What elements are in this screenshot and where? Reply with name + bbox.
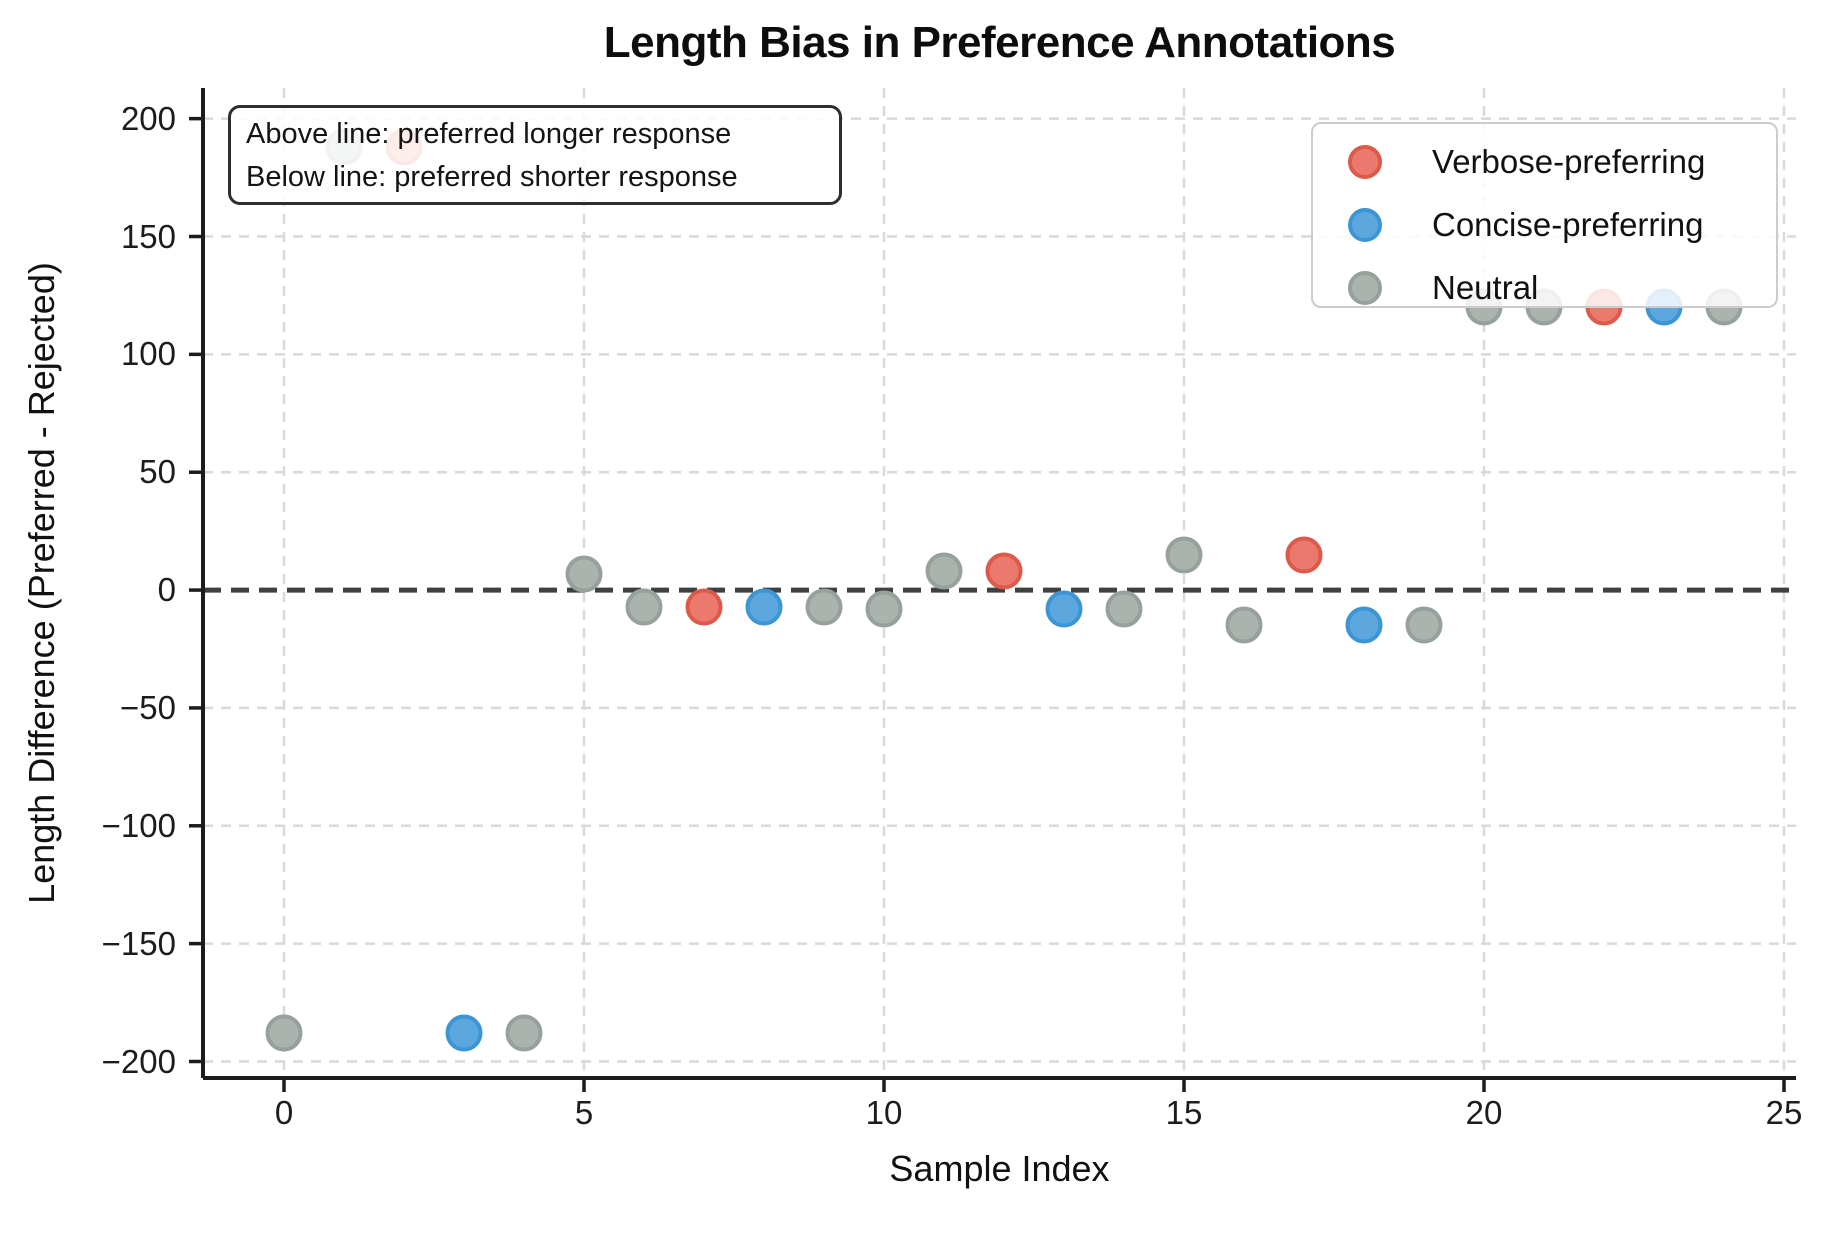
data-point-neutral [925,552,963,590]
legend-label-concise: Concise-preferring [1432,206,1704,243]
data-point-concise [745,588,783,626]
x-tick-label: 5 [574,1094,594,1131]
y-tick-label: 150 [120,217,176,255]
y-tick-label: −150 [101,924,176,962]
neutral-marker-icon [1348,271,1382,305]
y-tick-label: 200 [120,99,176,137]
x-tick-label: 25 [1765,1094,1803,1131]
concise-marker-icon [1348,208,1382,242]
legend-label-verbose: Verbose-preferring [1432,143,1706,180]
annotation-line-above: Above line: preferred longer response [246,118,732,150]
data-point-neutral [1225,606,1263,644]
annotation-box: Above line: preferred longer response Be… [228,105,842,205]
data-point-neutral [1405,606,1443,644]
y-tick-label: −100 [101,806,176,844]
chart-title: Length Bias in Preference Annotations [603,18,1396,67]
data-point-neutral [1105,590,1143,628]
data-point-neutral [1165,536,1203,574]
data-point-verbose [985,552,1023,590]
x-axis-label: Sample Index [889,1148,1110,1189]
y-tick-label: −200 [101,1042,176,1080]
data-point-concise [1345,606,1383,644]
data-point-neutral [865,590,903,628]
data-point-neutral [625,588,663,626]
legend: Verbose-preferring Concise-preferring Ne… [1311,122,1778,308]
legend-row-verbose: Verbose-preferring [1313,143,1776,183]
data-point-concise [1045,590,1083,628]
data-point-neutral [805,588,843,626]
legend-row-neutral: Neutral [1313,269,1776,309]
x-tick-label: 10 [865,1094,903,1131]
annotation-line-below: Below line: preferred shorter response [246,161,738,193]
y-tick-label: 100 [120,335,176,373]
legend-row-concise: Concise-preferring [1313,206,1776,246]
data-point-verbose [1285,536,1323,574]
legend-label-neutral: Neutral [1432,269,1539,306]
x-tick-label: 15 [1165,1094,1203,1131]
data-point-verbose [685,588,723,626]
data-point-concise [445,1014,483,1052]
y-tick-label: 0 [157,571,176,609]
data-point-neutral [505,1014,543,1052]
verbose-marker-icon [1348,145,1382,179]
x-tick-label: 20 [1465,1094,1503,1131]
x-tick-label: 0 [274,1094,294,1131]
y-tick-label: −50 [120,688,176,726]
data-point-neutral [265,1014,303,1052]
data-point-neutral [565,555,603,593]
y-tick-label: 50 [139,453,176,491]
